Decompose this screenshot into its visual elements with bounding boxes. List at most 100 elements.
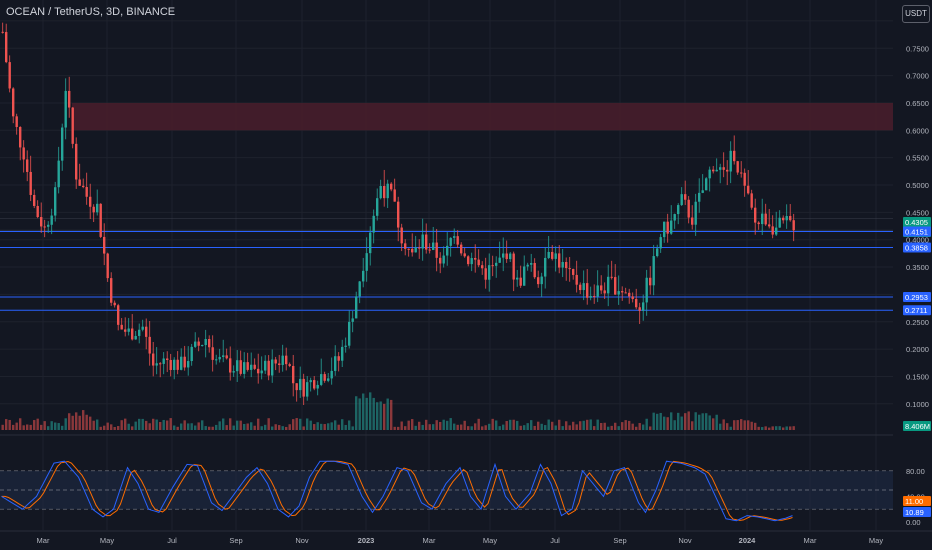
candle-body: [523, 266, 526, 286]
volume-bars: [1, 392, 795, 430]
candle-body: [187, 361, 190, 368]
volume-bar: [547, 419, 550, 430]
volume-bar: [488, 423, 491, 430]
candle-body: [540, 276, 543, 285]
volume-bar: [684, 413, 687, 430]
volume-bar: [544, 425, 547, 430]
candle-body: [715, 169, 718, 172]
volume-bar: [68, 413, 71, 430]
volume-bar: [575, 424, 578, 430]
volume-bar: [274, 424, 277, 430]
volume-bar: [71, 415, 74, 430]
volume-bar: [600, 422, 603, 430]
candle-body: [243, 362, 246, 374]
candle-body: [113, 302, 116, 306]
candle-body: [274, 359, 277, 364]
candle-body: [778, 217, 781, 228]
volume-bar: [582, 420, 585, 430]
candle-body: [561, 262, 564, 268]
candle-body: [78, 179, 81, 186]
volume-bar: [330, 422, 333, 430]
candle-body: [589, 295, 592, 298]
candle-body: [260, 370, 263, 374]
volume-bar: [285, 426, 288, 430]
volume-bar: [610, 425, 613, 430]
volume-bar: [365, 397, 368, 430]
volume-bar: [313, 424, 316, 430]
volume-bar: [54, 422, 57, 430]
candle-body: [673, 214, 676, 221]
candle-body: [64, 90, 67, 128]
candle-body: [309, 380, 312, 383]
volume-bar: [659, 412, 662, 430]
candle-body: [141, 326, 144, 330]
candle-body: [302, 378, 305, 397]
candle-body: [215, 359, 218, 361]
candle-body: [341, 346, 344, 361]
candle-body: [117, 305, 120, 325]
volume-bar: [201, 420, 204, 430]
candle-body: [526, 264, 529, 267]
time-tick-label: May: [869, 536, 883, 545]
volume-bar: [456, 424, 459, 430]
candle-body: [680, 194, 683, 206]
volume-bar: [176, 426, 179, 430]
candle-body: [624, 292, 627, 294]
price-tick-label: 0.4000: [906, 236, 929, 245]
candle-body: [288, 364, 291, 366]
volume-bar: [218, 421, 221, 430]
chart-title: OCEAN / TetherUS, 3D, BINANCE: [6, 6, 176, 18]
candle-body: [383, 186, 386, 199]
candle-body: [593, 295, 596, 297]
candle-body: [82, 185, 85, 188]
level-label: 0.4151: [905, 227, 928, 236]
candle-body: [271, 359, 274, 376]
volume-bar: [1, 424, 4, 430]
volume-bar: [257, 418, 260, 430]
candle-body: [190, 346, 193, 362]
currency-button[interactable]: USDT: [902, 5, 930, 23]
volume-bar: [460, 424, 463, 430]
volume-bar: [768, 427, 771, 430]
price-tick-label: 0.4500: [906, 208, 929, 217]
volume-bar: [470, 426, 473, 430]
candle-body: [173, 359, 176, 370]
volume-bar: [722, 419, 725, 430]
candle-body: [726, 169, 729, 172]
volume-bar: [446, 420, 449, 430]
candle-body: [390, 183, 393, 190]
price-axis[interactable]: 0.7500 0.7000 0.6500 0.6000 0.5500 0.5000 0.45…: [893, 0, 932, 530]
candle-body: [316, 384, 319, 389]
candle-body: [750, 193, 753, 208]
volume-bar: [526, 423, 529, 430]
candle-body: [278, 363, 281, 365]
candle-body: [204, 338, 207, 346]
volume-bar: [208, 426, 211, 430]
candle-body: [250, 364, 253, 370]
time-axis[interactable]: Mar May Jul Sep Nov 2023 Mar May Jul Sep Nov 2024 Ma…: [0, 530, 932, 550]
volume-bar: [85, 414, 88, 430]
volume-bar: [509, 419, 512, 430]
volume-bar: [614, 422, 617, 430]
volume-bar: [673, 420, 676, 430]
volume-bar: [498, 426, 501, 430]
candle-body: [498, 257, 501, 263]
candle-body: [365, 253, 368, 271]
candle-body: [649, 277, 652, 286]
volume-bar: [110, 424, 113, 430]
candle-body: [386, 183, 389, 199]
price-tick-label: 0.2500: [906, 318, 929, 327]
volume-bar: [173, 425, 176, 430]
volume-bar: [40, 424, 43, 430]
candle-body: [491, 265, 494, 267]
volume-bar: [243, 423, 246, 430]
volume-bar: [15, 422, 18, 430]
volume-bar: [96, 419, 99, 430]
price-tick-label: 0.1000: [906, 400, 929, 409]
volume-bar: [47, 426, 50, 430]
volume-bar: [271, 426, 274, 430]
volume-bar: [530, 420, 533, 430]
volume-bar: [197, 422, 200, 430]
